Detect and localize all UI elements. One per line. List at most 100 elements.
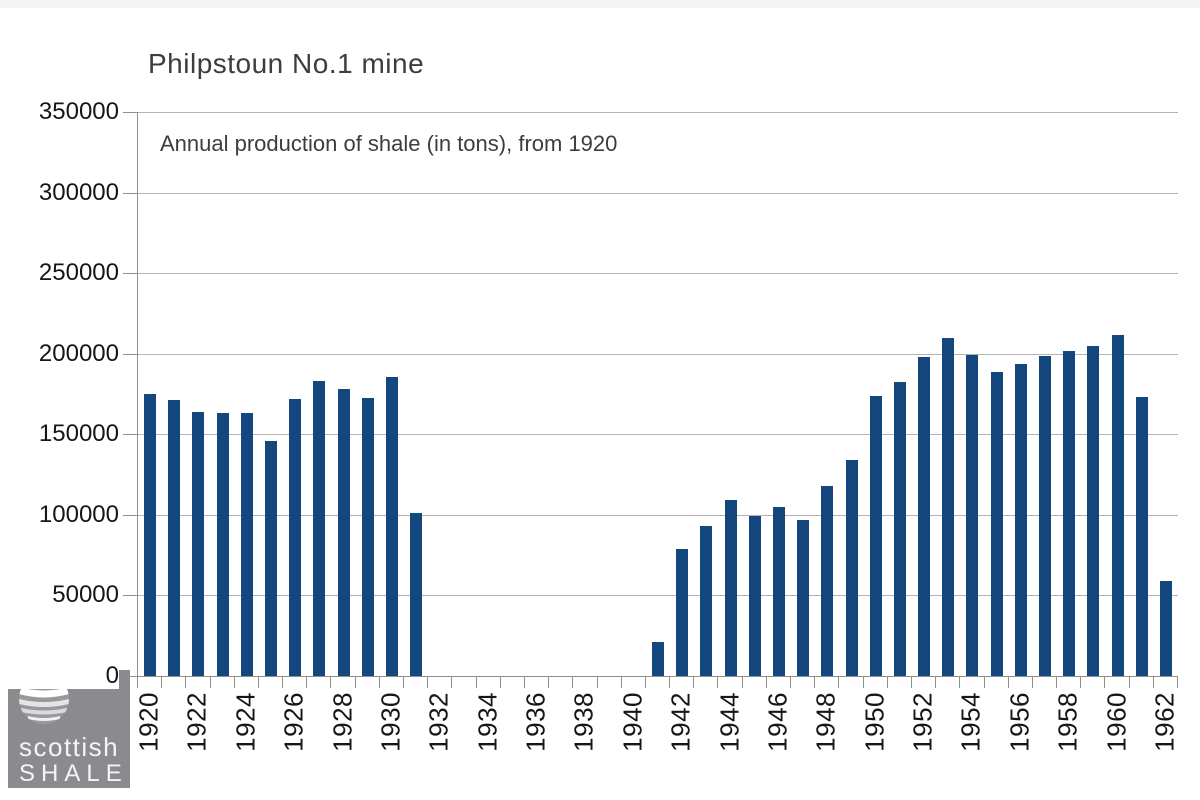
- gridline: [138, 515, 1178, 516]
- x-axis-tick: [887, 677, 888, 688]
- x-axis-tick-label: 1928: [327, 692, 358, 752]
- bar-1952: [918, 357, 931, 676]
- x-axis-tick: [742, 677, 743, 688]
- gridline: [138, 112, 1178, 113]
- x-axis-tick-label: 1960: [1101, 692, 1132, 752]
- chart-subtitle: Annual production of shale (in tons), fr…: [160, 131, 618, 156]
- x-axis-tick: [959, 677, 960, 688]
- x-axis-tick: [137, 677, 138, 688]
- x-axis-tick: [548, 677, 549, 688]
- gridline: [138, 354, 1178, 355]
- x-axis-tick: [524, 677, 525, 688]
- x-axis-tick: [451, 677, 452, 688]
- year-slot: [549, 112, 573, 676]
- x-axis-tick: [766, 677, 767, 688]
- year-slot: [646, 112, 670, 676]
- x-axis-tick-label: 1942: [665, 692, 696, 752]
- x-axis-tick-label: 1956: [1004, 692, 1035, 752]
- year-slot: [864, 112, 888, 676]
- x-axis-tick-label: 1940: [617, 692, 648, 752]
- x-axis-tick: [1032, 677, 1033, 688]
- y-axis-tick: [123, 193, 137, 194]
- x-axis-tick: [790, 677, 791, 688]
- top-strip: [0, 0, 1200, 8]
- x-axis-tick: [1008, 677, 1009, 688]
- bar-1942: [676, 549, 689, 676]
- year-slot: [477, 112, 501, 676]
- y-axis-tick-label: 150000: [0, 421, 119, 447]
- year-slot: [1130, 112, 1154, 676]
- bar-1927: [313, 381, 326, 676]
- x-axis-tick-label: 1962: [1149, 692, 1180, 752]
- year-slot: [719, 112, 743, 676]
- x-axis-tick: [935, 677, 936, 688]
- y-axis-tick: [123, 354, 137, 355]
- logo-text-shale: SHALE: [19, 760, 128, 787]
- bar-1959: [1087, 346, 1100, 676]
- x-axis-tick-label: 1926: [278, 692, 309, 752]
- x-axis-tick-label: 1922: [181, 692, 212, 752]
- x-axis-tick: [572, 677, 573, 688]
- x-axis-tick: [1080, 677, 1081, 688]
- plot-area: [137, 112, 1178, 677]
- bar-1953: [942, 338, 955, 676]
- y-axis-tick: [123, 676, 137, 677]
- year-slot: [573, 112, 597, 676]
- year-slot: [428, 112, 452, 676]
- year-slot: [1033, 112, 1057, 676]
- bar-1949: [845, 460, 858, 676]
- year-slot: [815, 112, 839, 676]
- year-slot: [743, 112, 767, 676]
- x-axis-tick: [984, 677, 985, 688]
- x-axis-tick: [1104, 677, 1105, 688]
- year-slot: [138, 112, 162, 676]
- year-slot: [598, 112, 622, 676]
- bar-series: [138, 112, 1178, 676]
- gridline: [138, 273, 1178, 274]
- bar-1947: [797, 520, 810, 676]
- bar-1961: [1135, 397, 1148, 676]
- bar-1950: [869, 396, 882, 676]
- y-axis-tick-label: 300000: [0, 180, 119, 206]
- gridline: [138, 434, 1178, 435]
- x-axis-tick: [669, 677, 670, 688]
- year-slot: [283, 112, 307, 676]
- year-slot: [791, 112, 815, 676]
- x-axis-tick: [185, 677, 186, 688]
- bar-1948: [821, 486, 834, 676]
- x-axis-tick-label: 1930: [375, 692, 406, 752]
- y-axis-tick: [123, 515, 137, 516]
- bar-1920: [144, 394, 157, 676]
- year-slot: [162, 112, 186, 676]
- year-slot: [452, 112, 476, 676]
- x-axis-tick: [814, 677, 815, 688]
- year-slot: [1154, 112, 1178, 676]
- year-slot: [1106, 112, 1130, 676]
- x-axis-tick-label: 1932: [423, 692, 454, 752]
- x-axis-tick: [306, 677, 307, 688]
- year-slot: [767, 112, 791, 676]
- bar-1923: [216, 413, 229, 676]
- year-slot: [888, 112, 912, 676]
- y-axis-tick-label: 250000: [0, 260, 119, 286]
- year-slot: [912, 112, 936, 676]
- x-axis-tick: [210, 677, 211, 688]
- x-axis-tick: [355, 677, 356, 688]
- y-axis-tick: [123, 434, 137, 435]
- year-slot: [960, 112, 984, 676]
- bar-1944: [724, 500, 737, 676]
- bar-1931: [410, 513, 423, 676]
- year-slot: [525, 112, 549, 676]
- x-axis-tick-label: 1950: [859, 692, 890, 752]
- year-slot: [670, 112, 694, 676]
- bar-1958: [1063, 351, 1076, 676]
- x-axis-tick: [621, 677, 622, 688]
- year-slot: [186, 112, 210, 676]
- x-axis-tick: [161, 677, 162, 688]
- x-axis-tick: [911, 677, 912, 688]
- y-axis-tick-label: 100000: [0, 502, 119, 528]
- year-slot: [985, 112, 1009, 676]
- x-axis-ticks: [137, 677, 1178, 689]
- x-axis-tick-label: 1944: [714, 692, 745, 752]
- page-title: Philpstoun No.1 mine: [148, 48, 425, 79]
